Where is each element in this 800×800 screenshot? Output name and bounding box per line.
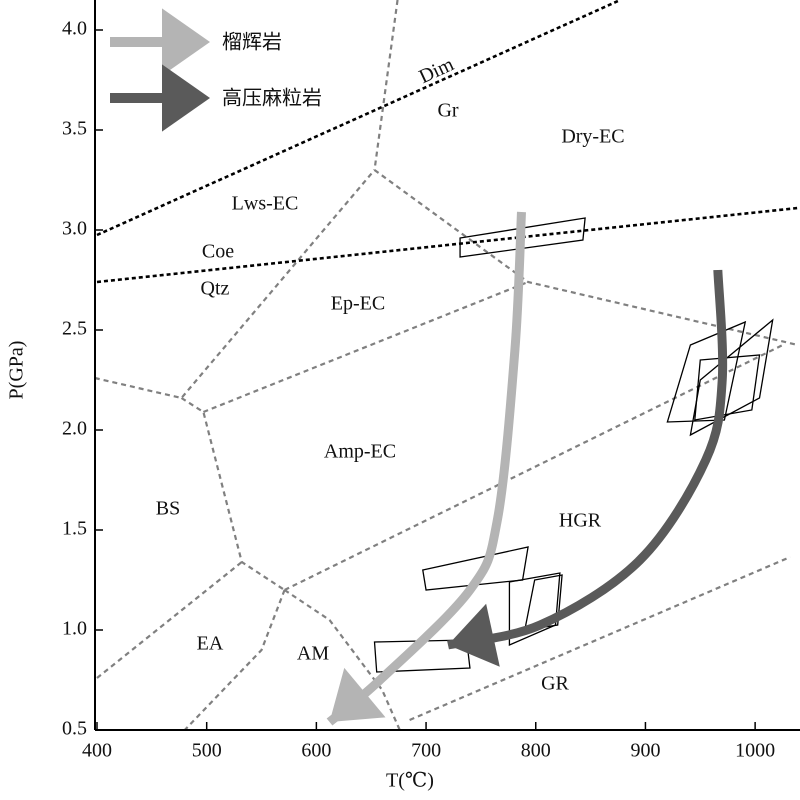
legend-label: 榴辉岩 [222,31,282,54]
field-label: EA [197,633,224,655]
field-label: Ep-EC [331,293,385,315]
pt-box [373,639,471,673]
facies-boundary [180,397,286,591]
y-axis-label: P(GPa) [6,341,28,400]
reaction-line [96,0,621,237]
pt-path [326,211,526,726]
pt-path [447,269,728,650]
facies-boundary [183,589,286,731]
arrow-head [162,64,210,132]
legend-label: 高压麻粒岩 [222,87,322,110]
pt-box [666,320,747,423]
facies-boundary [202,280,529,414]
facies-boundary [373,169,799,347]
pt-box [459,217,586,258]
field-label: HGR [559,510,602,532]
field-label: BS [156,498,180,520]
y-tick-label: 0.5 [62,718,87,740]
x-tick-label: 900 [630,740,660,762]
facies-boundary [284,343,786,591]
facies-boundary [409,555,791,722]
arrow-head [329,667,386,722]
pt-box [689,318,774,437]
y-tick-label: 1.0 [62,618,87,640]
field-label: GR [541,673,569,695]
x-tick-label: 500 [192,740,222,762]
x-axis-label: T(℃) [386,770,434,792]
x-tick-label: 700 [411,740,441,762]
arrow-head [162,8,210,76]
facies-boundary [94,169,376,400]
field-label: AM [297,643,329,665]
reaction-line [96,206,799,284]
facies-boundary [373,0,399,171]
pt-box [523,574,563,631]
y-tick-label: 1.5 [62,518,87,540]
x-tick-label: 1000 [735,740,775,762]
field-label: Qtz [201,278,230,300]
facies-boundary [283,589,401,731]
y-tick-label: 2.0 [62,418,87,440]
y-tick-label: 3.5 [62,118,87,140]
x-tick-label: 400 [82,740,112,762]
field-label: Lws-EC [232,193,299,215]
x-tick-label: 800 [521,740,551,762]
y-tick-label: 3.0 [62,218,87,240]
field-label: Dry-EC [561,126,624,148]
arrow-head [448,603,500,667]
field-label: Coe [202,241,234,263]
y-tick-label: 2.5 [62,318,87,340]
field-label: Amp-EC [324,441,396,463]
field-label: Gr [437,100,458,122]
facies-boundary [96,561,243,679]
pt-box [694,354,761,421]
x-tick-label: 600 [301,740,331,762]
y-tick-label: 4.0 [62,18,87,40]
